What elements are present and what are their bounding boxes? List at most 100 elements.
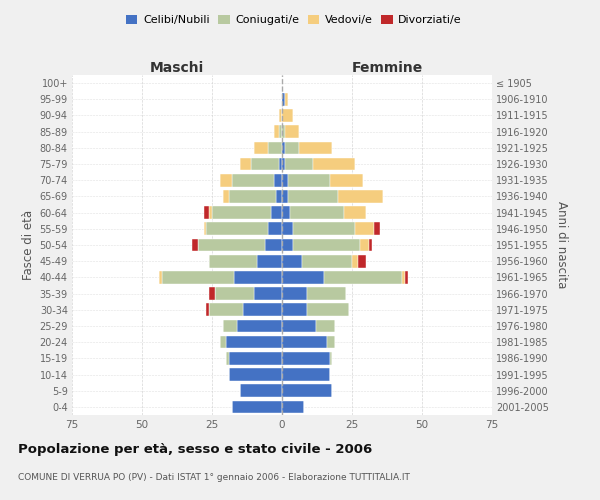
Bar [313, 158, 355, 170]
Bar [232, 174, 274, 186]
Bar [159, 271, 161, 283]
Bar [209, 288, 215, 300]
Bar [229, 352, 282, 364]
Bar [268, 142, 282, 154]
Bar [282, 320, 316, 332]
Bar [193, 238, 198, 252]
Bar [329, 352, 332, 364]
Bar [229, 190, 277, 202]
Bar [282, 288, 307, 300]
Bar [203, 222, 206, 235]
Bar [282, 174, 287, 186]
Bar [251, 158, 279, 170]
Y-axis label: Anni di nascita: Anni di nascita [556, 202, 568, 288]
Bar [223, 320, 237, 332]
Bar [229, 368, 282, 381]
Bar [198, 238, 265, 252]
Bar [240, 384, 282, 397]
Bar [206, 304, 209, 316]
Bar [277, 190, 282, 202]
Bar [254, 288, 282, 300]
Bar [215, 288, 254, 300]
Bar [271, 206, 282, 219]
Bar [290, 206, 344, 219]
Bar [282, 206, 290, 219]
Bar [355, 222, 374, 235]
Bar [405, 271, 408, 283]
Bar [358, 255, 366, 268]
Bar [324, 271, 403, 283]
Bar [274, 126, 279, 138]
Bar [299, 142, 332, 154]
Bar [282, 336, 327, 348]
Bar [282, 126, 285, 138]
Bar [374, 222, 380, 235]
Bar [257, 255, 282, 268]
Bar [161, 271, 235, 283]
Bar [279, 126, 282, 138]
Bar [226, 336, 282, 348]
Bar [285, 126, 299, 138]
Bar [232, 400, 282, 413]
Bar [287, 174, 329, 186]
Bar [282, 368, 329, 381]
Bar [274, 174, 282, 186]
Bar [206, 222, 268, 235]
Bar [338, 190, 383, 202]
Bar [220, 174, 232, 186]
Bar [282, 190, 287, 202]
Text: Maschi: Maschi [150, 61, 204, 75]
Bar [282, 304, 307, 316]
Bar [307, 288, 346, 300]
Text: Popolazione per età, sesso e stato civile - 2006: Popolazione per età, sesso e stato civil… [18, 442, 372, 456]
Y-axis label: Fasce di età: Fasce di età [22, 210, 35, 280]
Bar [282, 271, 324, 283]
Bar [282, 384, 332, 397]
Bar [282, 238, 293, 252]
Bar [282, 142, 285, 154]
Bar [344, 206, 366, 219]
Bar [316, 320, 335, 332]
Bar [240, 158, 251, 170]
Bar [307, 304, 349, 316]
Bar [243, 304, 282, 316]
Bar [293, 222, 355, 235]
Bar [287, 190, 338, 202]
Bar [285, 93, 287, 106]
Bar [279, 109, 282, 122]
Bar [223, 190, 229, 202]
Bar [369, 238, 371, 252]
Bar [268, 222, 282, 235]
Bar [352, 255, 358, 268]
Bar [254, 142, 268, 154]
Bar [282, 222, 293, 235]
Bar [279, 158, 282, 170]
Bar [212, 206, 271, 219]
Bar [209, 255, 257, 268]
Bar [293, 238, 361, 252]
Bar [329, 174, 363, 186]
Bar [327, 336, 335, 348]
Bar [282, 352, 329, 364]
Bar [220, 336, 226, 348]
Bar [265, 238, 282, 252]
Bar [282, 400, 304, 413]
Bar [282, 255, 302, 268]
Bar [285, 142, 299, 154]
Bar [282, 93, 285, 106]
Legend: Celibi/Nubili, Coniugati/e, Vedovi/e, Divorziati/e: Celibi/Nubili, Coniugati/e, Vedovi/e, Di… [122, 10, 466, 30]
Bar [226, 352, 229, 364]
Bar [209, 206, 212, 219]
Bar [282, 109, 293, 122]
Bar [285, 158, 313, 170]
Bar [237, 320, 282, 332]
Bar [403, 271, 405, 283]
Bar [203, 206, 209, 219]
Text: Femmine: Femmine [352, 61, 422, 75]
Bar [361, 238, 369, 252]
Text: COMUNE DI VERRUA PO (PV) - Dati ISTAT 1° gennaio 2006 - Elaborazione TUTTITALIA.: COMUNE DI VERRUA PO (PV) - Dati ISTAT 1°… [18, 472, 410, 482]
Bar [282, 158, 285, 170]
Bar [235, 271, 282, 283]
Bar [302, 255, 352, 268]
Bar [209, 304, 243, 316]
